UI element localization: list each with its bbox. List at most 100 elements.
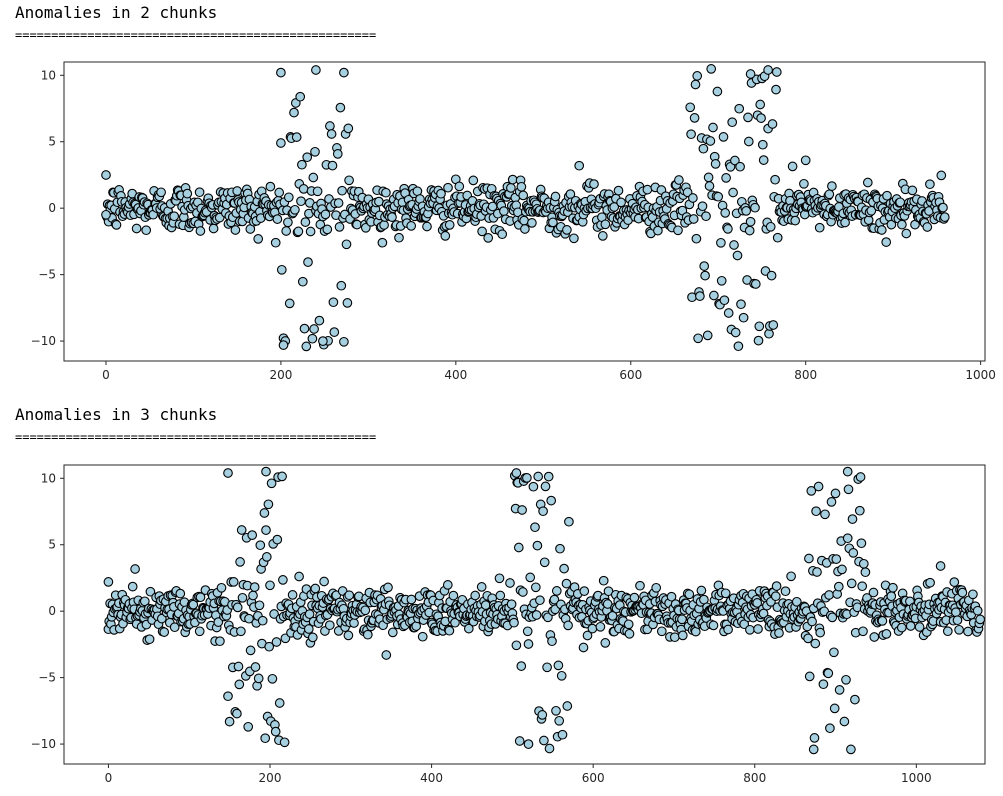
scatter-point	[543, 612, 553, 623]
scatter-points	[101, 64, 950, 352]
scatter-point	[699, 261, 710, 271]
scatter-point	[127, 581, 138, 592]
scatter-point	[533, 471, 544, 482]
scatter-point	[723, 624, 733, 635]
plot-frame	[63, 61, 986, 362]
scatter-point	[216, 582, 227, 593]
scatter-point	[704, 181, 715, 191]
scatter-point	[841, 674, 851, 685]
scatter-point	[925, 577, 935, 588]
scatter-point	[544, 743, 555, 754]
output-2-separator: ========================================…	[15, 430, 377, 444]
scatter-point	[531, 610, 542, 620]
scatter-point	[507, 174, 518, 185]
scatter-point	[141, 225, 152, 236]
scatter-point	[302, 152, 313, 163]
plot-frame	[63, 464, 986, 765]
scatter-point	[195, 226, 206, 236]
scatter-point	[728, 187, 738, 198]
scatter-point	[703, 172, 714, 183]
scatter-point	[495, 590, 506, 601]
scatter-point	[450, 617, 460, 628]
scatter-point	[111, 220, 122, 230]
scatter-point	[336, 280, 347, 291]
scatter-point	[518, 587, 528, 597]
scatter-point	[561, 578, 572, 589]
scatter-point	[130, 564, 140, 574]
scatter-point	[600, 638, 611, 648]
scatter-point	[839, 716, 850, 727]
scatter-point	[483, 233, 494, 243]
scatter-point	[223, 691, 233, 702]
scatter-point	[274, 187, 285, 198]
y-tick-label: −10	[31, 334, 56, 348]
scatter-point	[951, 607, 961, 618]
scatter-point	[322, 224, 333, 235]
scatter-point	[827, 181, 837, 191]
scatter-point	[247, 530, 258, 540]
scatter-point	[684, 589, 695, 600]
scatter-points	[103, 466, 986, 755]
scatter-point	[750, 279, 761, 289]
scatter-point	[745, 69, 756, 79]
scatter-point	[598, 575, 609, 586]
scatter-point	[530, 582, 541, 593]
scatter-point	[574, 160, 585, 171]
scatter-point	[897, 219, 907, 230]
x-tick-label: 800	[743, 771, 766, 785]
scatter-point	[265, 580, 275, 591]
scatter-point	[736, 299, 746, 310]
scatter-point	[307, 333, 318, 344]
scatter-point	[623, 619, 634, 630]
scatter-point	[719, 295, 730, 306]
scatter-point	[539, 557, 550, 568]
scatter-point	[343, 123, 354, 134]
scatter-point	[829, 647, 839, 658]
scatter-point	[195, 592, 206, 603]
scatter-point	[518, 190, 529, 201]
scatter-point	[259, 508, 270, 518]
scatter-point	[896, 622, 907, 633]
scatter-point	[730, 327, 741, 338]
scatter-point	[753, 335, 764, 346]
scatter-point	[669, 632, 680, 643]
scatter-point	[806, 486, 817, 496]
scatter-point	[774, 628, 784, 638]
scatter-point	[234, 679, 245, 690]
x-tick-label: 400	[444, 368, 467, 382]
scatter-point	[771, 581, 782, 591]
y-tick-label: −10	[31, 737, 56, 751]
scatter-point	[527, 218, 537, 228]
scatter-point	[320, 209, 331, 220]
scatter-point	[766, 270, 777, 281]
scatter-point	[616, 197, 626, 208]
scatter-point	[716, 275, 727, 286]
scatter-point	[914, 622, 925, 632]
x-tick-label: 0	[102, 368, 110, 382]
scatter-point	[858, 626, 868, 637]
scatter-point	[291, 132, 302, 142]
scatter-point	[342, 298, 353, 308]
scatter-point	[831, 554, 842, 564]
scatter-point	[685, 102, 696, 113]
scatter-point	[511, 468, 522, 478]
scatter-point	[758, 608, 769, 619]
scatter-point	[480, 600, 491, 610]
scatter-point	[298, 184, 309, 194]
scatter-point	[352, 219, 362, 230]
scatter-point	[175, 588, 186, 599]
scatter-point	[713, 191, 724, 202]
scatter-point	[442, 580, 453, 590]
scatter-point	[824, 590, 834, 600]
scatter-point	[696, 585, 707, 596]
y-tick-label: 5	[48, 538, 56, 552]
scatter-point	[957, 587, 968, 598]
scatter-point	[858, 558, 869, 569]
scatter-point	[756, 113, 766, 123]
scatter-point	[139, 596, 150, 607]
scatter-point	[881, 629, 892, 639]
scatter-point	[278, 340, 289, 350]
scatter-point	[972, 605, 983, 616]
scatter-point	[494, 573, 505, 584]
scatter-point	[103, 577, 114, 587]
